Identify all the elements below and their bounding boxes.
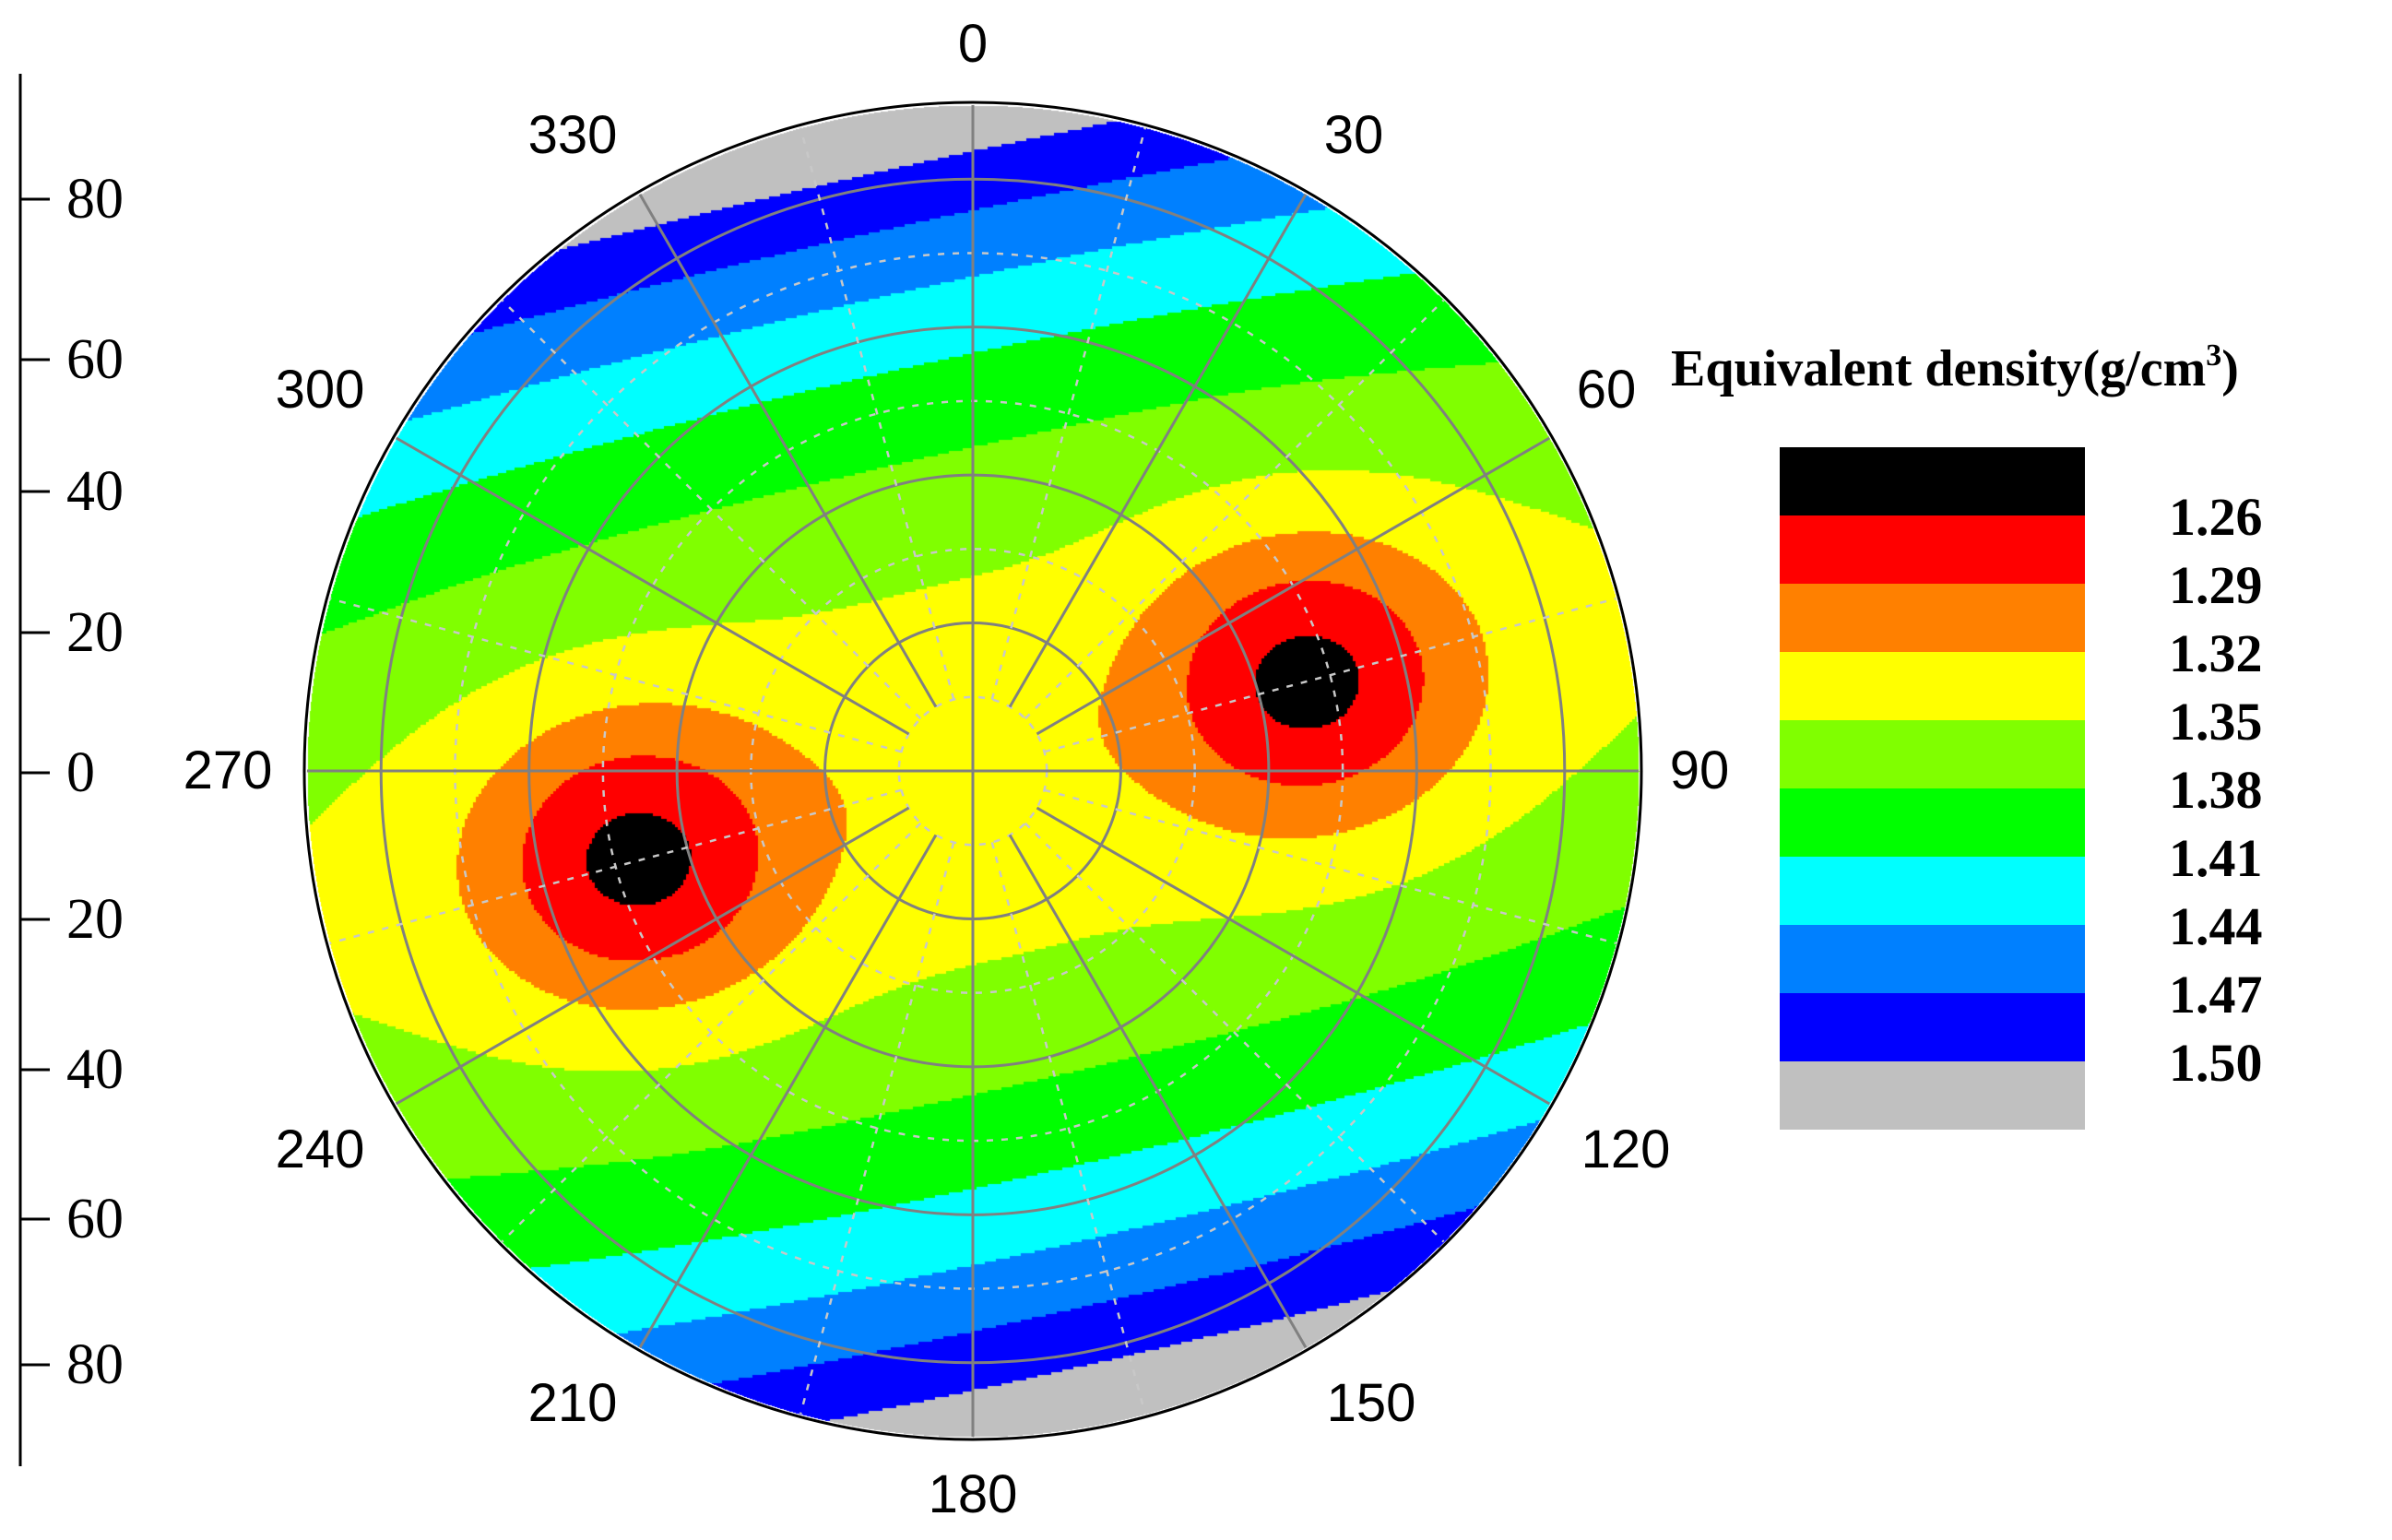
radial-tick-label: 0 [66, 741, 95, 804]
colorbar-swatch-red [1780, 515, 2085, 584]
angle-label-330: 330 [527, 105, 618, 165]
angle-label-150: 150 [1326, 1373, 1416, 1433]
minor-spoke-gridline [501, 822, 922, 1243]
major-spoke-gridline [1008, 834, 1308, 1349]
colorbar-level-label: 1.32 [2169, 623, 2263, 683]
angle-label-120: 120 [1581, 1119, 1671, 1179]
colorbar-title: Equivalent density(g/cm3) [1671, 340, 2239, 397]
radial-tick-label: 80 [66, 1333, 124, 1396]
radial-tick-label: 80 [66, 168, 124, 231]
minor-spoke-gridline [329, 597, 902, 753]
angle-label-180: 180 [928, 1464, 1018, 1524]
major-spoke-gridline [395, 436, 910, 736]
colorbar [1780, 447, 2085, 1130]
minor-spoke-gridline [990, 127, 1147, 700]
colorbar-swatch-yellow-green [1780, 720, 2085, 788]
colorbar-level-label: 1.29 [2169, 555, 2263, 615]
major-spoke-gridline [395, 806, 910, 1106]
colorbar-level-label: 1.38 [2169, 760, 2263, 820]
angle-label-300: 300 [275, 360, 365, 420]
minor-spoke-gridline [1044, 788, 1616, 945]
minor-spoke-gridline [1024, 299, 1445, 720]
colorbar-level-label: 1.35 [2169, 692, 2263, 752]
minor-spoke-gridline [1044, 597, 1616, 753]
angle-label-90: 90 [1669, 740, 1730, 800]
angle-label-210: 210 [527, 1373, 618, 1433]
colorbar-swatch-green [1780, 788, 2085, 857]
colorbar-level-label: 1.44 [2169, 896, 2263, 956]
colorbar-swatch-sky-blue [1780, 925, 2085, 993]
colorbar-swatch-cyan [1780, 857, 2085, 925]
colorbar-swatch-orange [1780, 584, 2085, 652]
radial-tick-label: 40 [66, 460, 124, 523]
colorbar-swatch-blue [1780, 993, 2085, 1061]
colorbar-level-label: 1.26 [2169, 487, 2263, 547]
colorbar-swatch-gray [1780, 1061, 2085, 1130]
angle-label-270: 270 [183, 740, 273, 800]
colorbar-title-close: ) [2221, 340, 2239, 397]
minor-spoke-gridline [799, 842, 955, 1415]
major-spoke-gridline [638, 834, 938, 1349]
radial-tick-label: 60 [66, 1188, 124, 1250]
radial-tick-label: 60 [66, 328, 124, 391]
minor-spoke-gridline [799, 127, 955, 700]
minor-spoke-gridline [1024, 822, 1445, 1243]
colorbar-level-label: 1.50 [2169, 1033, 2263, 1093]
minor-spoke-gridline [501, 299, 922, 720]
radial-tick-label: 20 [66, 601, 124, 664]
angle-label-240: 240 [275, 1119, 365, 1179]
angle-label-60: 60 [1576, 360, 1637, 420]
major-spoke-gridline [1036, 436, 1551, 736]
colorbar-swatch-yellow [1780, 652, 2085, 720]
minor-spoke-gridline [990, 842, 1147, 1415]
colorbar-swatch-black [1780, 447, 2085, 515]
radial-tick-label: 20 [66, 888, 124, 951]
colorbar-level-label: 1.41 [2169, 828, 2263, 888]
angle-label-0: 0 [957, 14, 989, 74]
radial-tick-label: 40 [66, 1038, 124, 1101]
minor-spoke-gridline [329, 788, 902, 945]
major-spoke-gridline [1008, 193, 1308, 708]
colorbar-title-superscript: 3 [2206, 338, 2222, 373]
angle-label-30: 30 [1323, 105, 1384, 165]
colorbar-title-text: Equivalent density(g/cm [1671, 340, 2207, 397]
colorbar-level-label: 1.47 [2169, 965, 2263, 1025]
plot-outline-circle [302, 101, 1643, 1441]
major-spoke-gridline [1036, 806, 1551, 1106]
major-spoke-gridline [638, 193, 938, 708]
